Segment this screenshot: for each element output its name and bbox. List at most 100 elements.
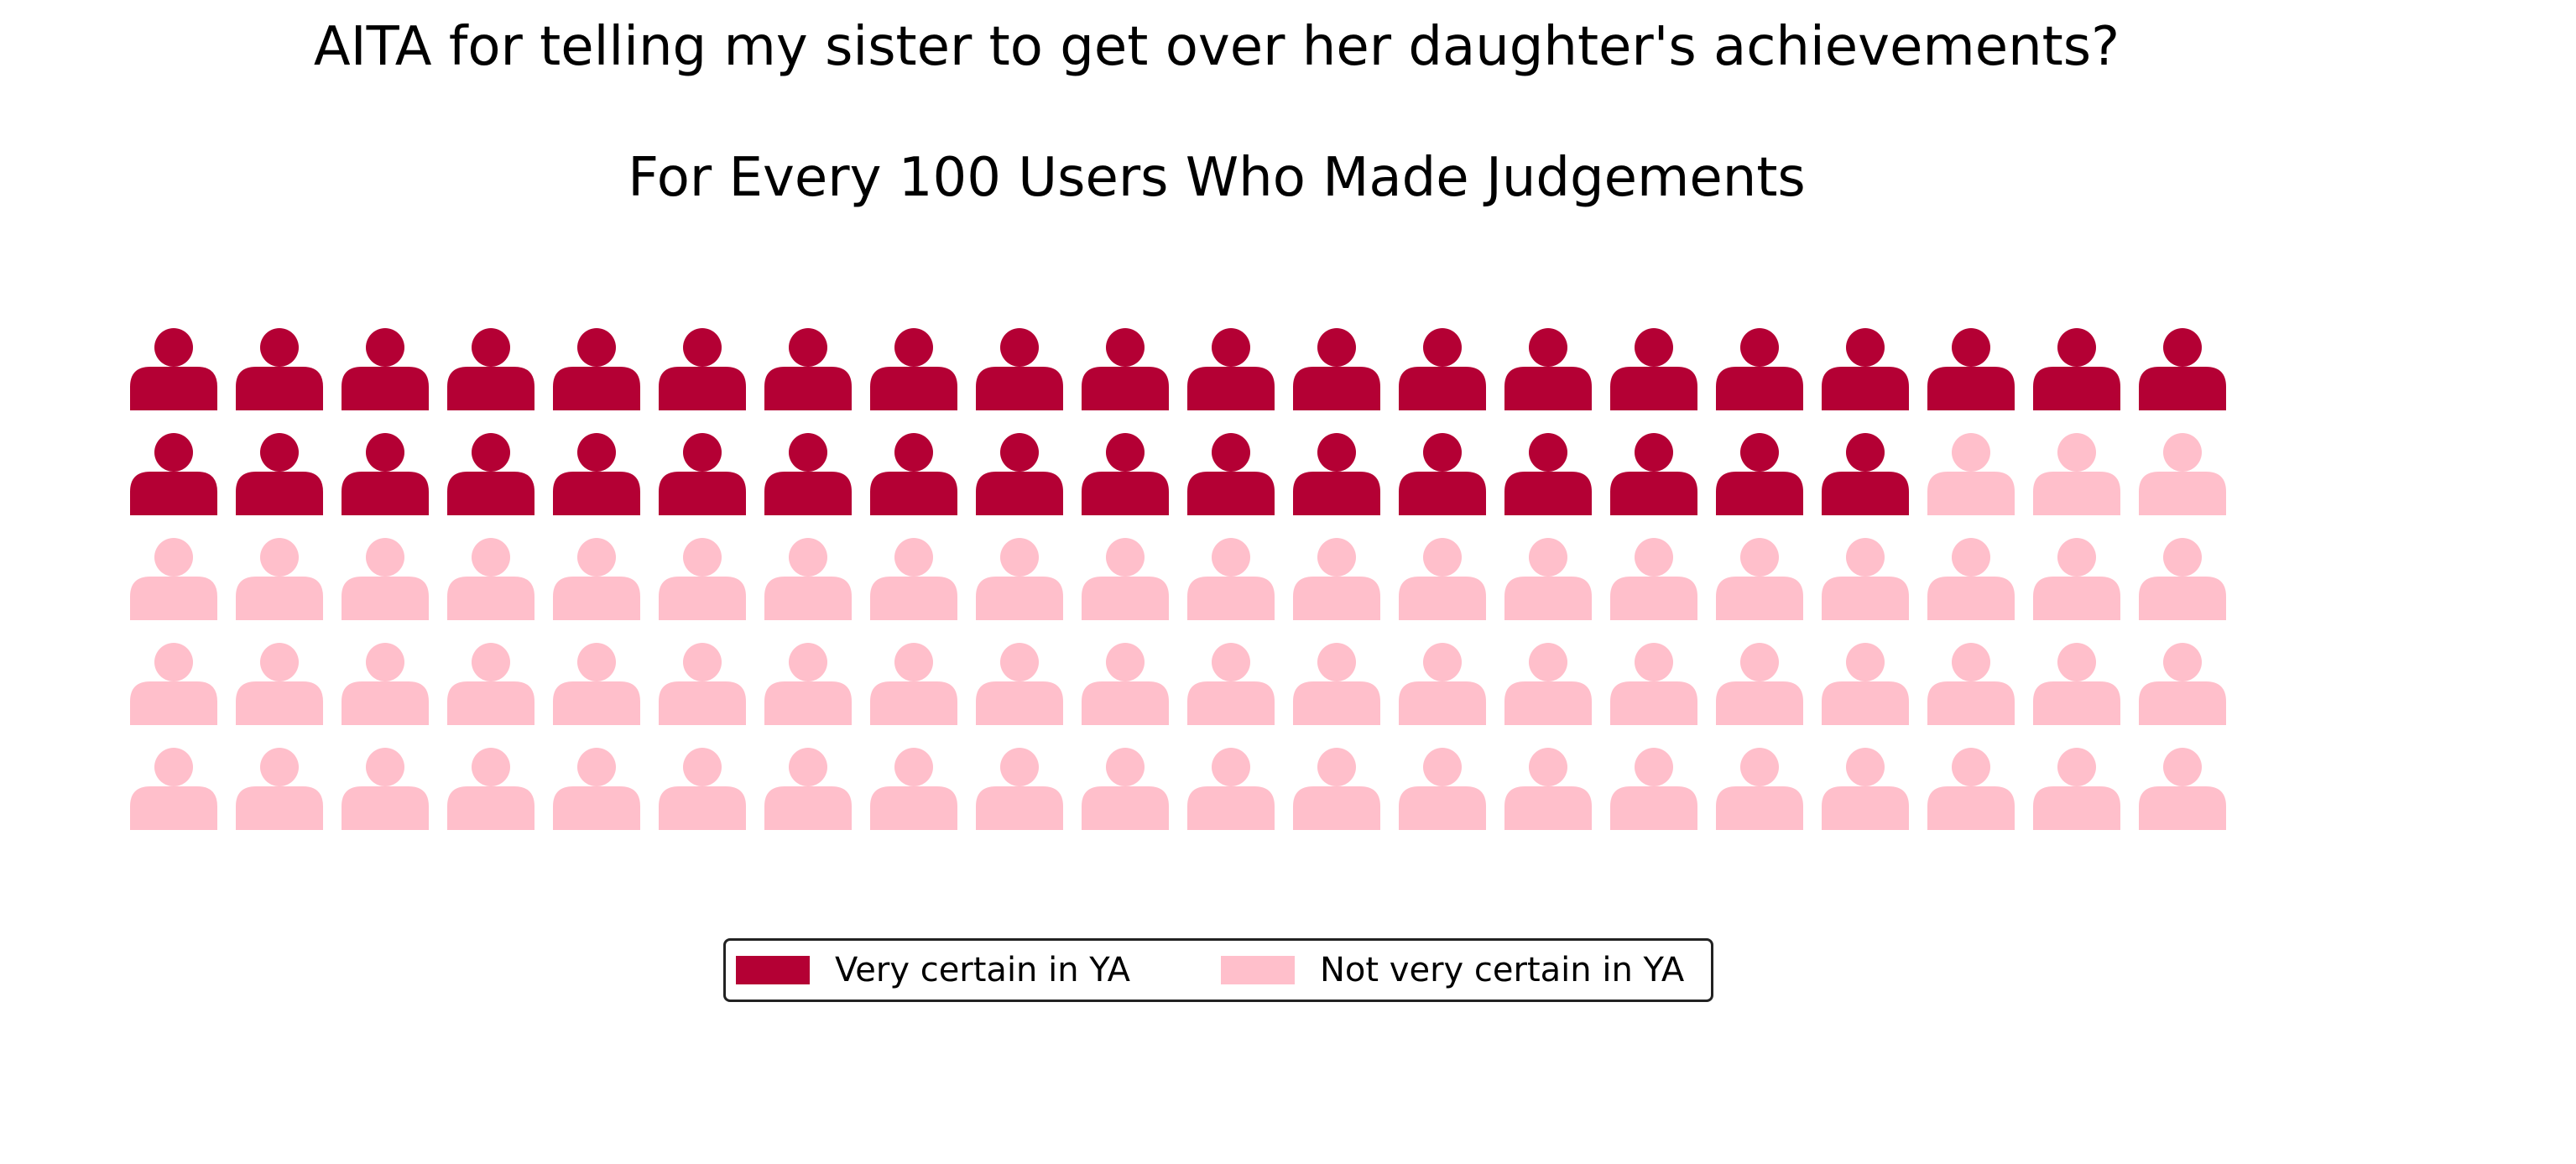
person-icon-head <box>789 643 827 681</box>
person-icon-head <box>1212 433 1250 472</box>
person-icon <box>1822 538 1909 620</box>
person-icon-body <box>2139 367 2226 410</box>
person-icon <box>447 643 534 725</box>
person-icon-head <box>1000 328 1039 367</box>
person-icon-head <box>683 538 722 577</box>
legend: Very certain in YA Not very certain in Y… <box>723 938 1713 1002</box>
person-icon-body <box>236 577 323 620</box>
person-icon <box>342 748 429 830</box>
person-icon <box>976 328 1063 410</box>
person-icon <box>870 643 957 725</box>
person-icon-body <box>976 367 1063 410</box>
person-icon <box>1716 433 1803 515</box>
person-icon-head <box>260 643 299 681</box>
person-icon-body <box>236 367 323 410</box>
person-icon-head <box>2163 433 2202 472</box>
person-icon <box>1082 328 1169 410</box>
person-icon <box>659 643 746 725</box>
person-icon-head <box>1000 538 1039 577</box>
person-icon <box>1504 643 1592 725</box>
person-icon-body <box>342 786 429 830</box>
person-icon <box>2139 538 2226 620</box>
person-icon-head <box>154 538 193 577</box>
person-icon <box>1399 433 1486 515</box>
person-icon-body <box>659 681 746 725</box>
person-icon-body <box>130 577 217 620</box>
chart-title: AITA for telling my sister to get over h… <box>313 16 2120 78</box>
person-icon <box>1822 643 1909 725</box>
person-icon-head <box>1000 643 1039 681</box>
person-icon <box>2033 643 2120 725</box>
person-icon-head <box>1212 538 1250 577</box>
person-icon <box>342 538 429 620</box>
person-icon-body <box>1082 681 1169 725</box>
person-icon-body <box>1716 577 1803 620</box>
person-icon-body <box>1293 367 1380 410</box>
person-icon-head <box>154 328 193 367</box>
person-icon-head <box>2163 328 2202 367</box>
person-icon-body <box>659 786 746 830</box>
legend-label-very-certain: Very certain in YA <box>835 951 1130 989</box>
person-icon-head <box>1317 538 1356 577</box>
person-icon-head <box>1952 328 1990 367</box>
person-icon <box>1610 538 1697 620</box>
person-icon <box>447 538 534 620</box>
person-icon-head <box>1846 433 1885 472</box>
person-icon <box>1082 748 1169 830</box>
person-icon-body <box>1187 472 1275 515</box>
person-icon <box>236 433 323 515</box>
person-icon <box>1610 328 1697 410</box>
person-icon <box>1187 433 1275 515</box>
person-icon-body <box>447 786 534 830</box>
person-icon-head <box>2057 538 2096 577</box>
person-icon-head <box>2057 643 2096 681</box>
person-icon-head <box>683 748 722 786</box>
person-icon-body <box>2033 577 2120 620</box>
person-icon-head <box>2057 433 2096 472</box>
person-icon-body <box>1504 367 1592 410</box>
person-icon <box>1293 643 1380 725</box>
person-icon-body <box>1927 472 2015 515</box>
person-icon-body <box>1082 577 1169 620</box>
person-icon-body <box>553 577 640 620</box>
person-icon-head <box>472 643 510 681</box>
person-icon-body <box>1187 367 1275 410</box>
person-icon <box>1082 643 1169 725</box>
person-icon <box>236 538 323 620</box>
person-icon <box>1082 538 1169 620</box>
person-icon-body <box>1504 577 1592 620</box>
person-icon-head <box>789 328 827 367</box>
person-icon-body <box>764 681 852 725</box>
person-icon <box>1822 748 1909 830</box>
person-icon <box>553 643 640 725</box>
person-icon <box>764 643 852 725</box>
person-icon-body <box>236 681 323 725</box>
person-icon <box>1504 328 1592 410</box>
person-icon <box>1927 538 2015 620</box>
person-icon-head <box>260 433 299 472</box>
person-icon-body <box>1504 472 1592 515</box>
person-icon-body <box>1399 472 1486 515</box>
person-icon-head <box>472 433 510 472</box>
person-icon-head <box>1529 748 1567 786</box>
person-icon-head <box>1952 643 1990 681</box>
person-icon <box>1399 328 1486 410</box>
person-icon <box>1610 433 1697 515</box>
person-icon-head <box>1529 538 1567 577</box>
person-icon-head <box>683 643 722 681</box>
person-icon <box>553 538 640 620</box>
person-icon-body <box>1399 681 1486 725</box>
person-icon-body <box>976 472 1063 515</box>
person-icon <box>870 328 957 410</box>
person-icon <box>1927 748 2015 830</box>
person-icon <box>2139 643 2226 725</box>
person-icon-body <box>976 681 1063 725</box>
person-icon <box>764 433 852 515</box>
person-icon-body <box>553 786 640 830</box>
person-icon-body <box>1927 577 2015 620</box>
person-icon <box>130 643 217 725</box>
person-icon <box>447 433 534 515</box>
person-icon <box>1399 538 1486 620</box>
person-icon-body <box>764 367 852 410</box>
person-icon <box>870 748 957 830</box>
